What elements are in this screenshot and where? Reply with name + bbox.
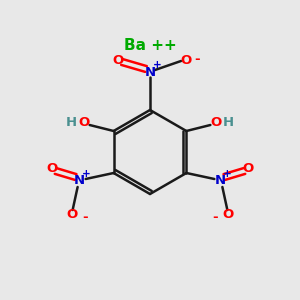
Text: H: H (66, 116, 77, 128)
Text: O: O (211, 116, 222, 130)
Text: -: - (194, 52, 200, 65)
Text: +: + (82, 169, 91, 179)
Text: N: N (215, 175, 226, 188)
Text: O: O (180, 53, 192, 67)
Text: N: N (74, 175, 85, 188)
Text: O: O (66, 208, 77, 221)
Text: +: + (153, 60, 161, 70)
Text: +: + (223, 169, 232, 179)
Text: Ba ++: Ba ++ (124, 38, 176, 52)
Text: O: O (223, 208, 234, 221)
Text: O: O (243, 163, 254, 176)
Text: -: - (82, 211, 87, 224)
Text: O: O (78, 116, 89, 130)
Text: O: O (112, 53, 124, 67)
Text: -: - (213, 211, 218, 224)
Text: O: O (46, 163, 57, 176)
Text: H: H (223, 116, 234, 128)
Text: N: N (144, 65, 156, 79)
